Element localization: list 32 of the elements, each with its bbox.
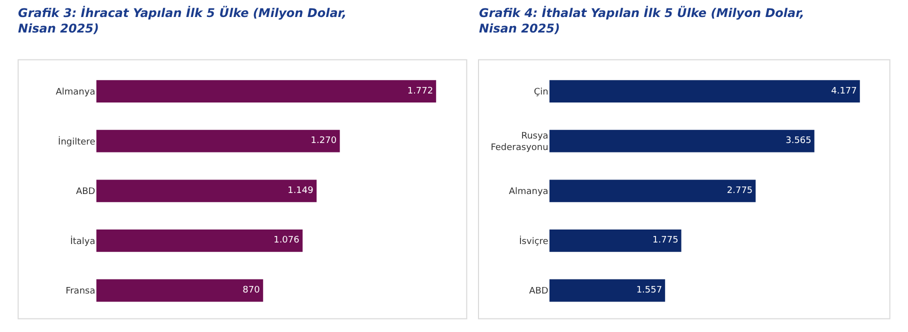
y-tick-label: İtalya [70, 234, 96, 247]
y-tick-label: Almanya [56, 87, 96, 98]
data-label: 1.270 [310, 136, 337, 146]
bar [549, 80, 860, 102]
bar [549, 230, 682, 252]
y-tick-label: İngiltere [58, 135, 96, 148]
y-tick-label: Çin [534, 87, 548, 98]
y-tick-label: Almanya [508, 187, 548, 198]
y-tick-label: Rusya Federasyonu [490, 131, 548, 154]
data-label: 4.177 [831, 86, 857, 96]
y-tick-label: İsviçre [519, 234, 549, 247]
data-label: 870 [242, 286, 260, 296]
chart-title: Grafik 4: İthalat Yapılan İlk 5 Ülke (Milyon Dolar, Nisan 2025) [479, 5, 804, 36]
bar [549, 130, 814, 152]
data-label: 1.149 [288, 186, 314, 196]
data-label: 1.557 [636, 286, 662, 296]
data-label: 1.775 [652, 236, 678, 246]
bar [96, 80, 436, 102]
bar [549, 279, 666, 302]
y-tick-label: ABD [76, 187, 96, 198]
data-label: 2.775 [726, 186, 753, 196]
bar [96, 130, 340, 152]
data-label: 1.772 [407, 86, 434, 96]
data-label: 3.565 [786, 136, 812, 146]
bar [96, 230, 303, 252]
y-tick-label: Fransa [66, 286, 96, 297]
bar [96, 279, 264, 302]
y-tick-label: ABD [529, 286, 548, 297]
bar [549, 180, 756, 202]
chart-title: Grafik 3: İhracat Yapılan İlk 5 Ülke (Milyon Dolar, Nisan 2025) [18, 5, 346, 36]
bar [96, 180, 317, 202]
data-label: 1.076 [274, 236, 300, 246]
